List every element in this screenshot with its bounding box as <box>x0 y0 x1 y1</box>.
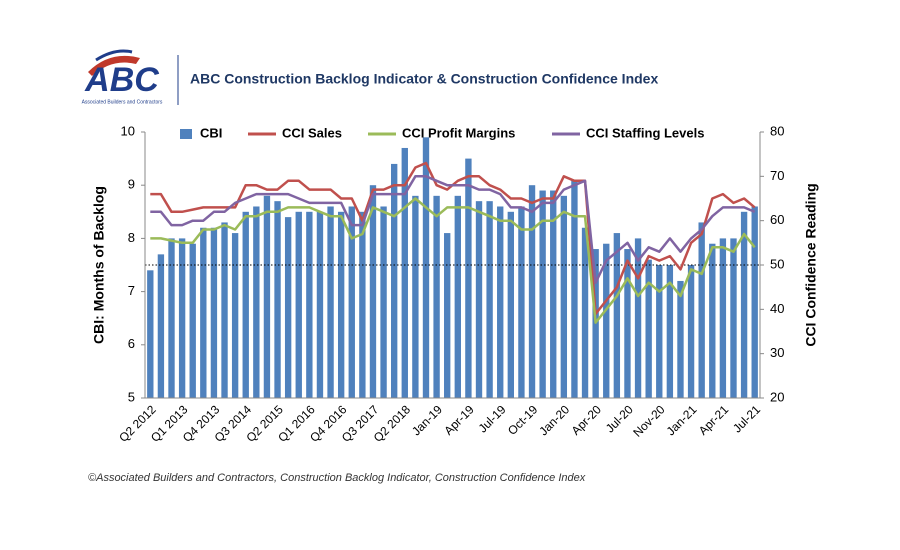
bar <box>359 211 366 398</box>
bar <box>709 243 716 398</box>
legend-label: CCI Staffing Levels <box>586 125 704 140</box>
x-tick-label: Oct-19 <box>505 402 541 438</box>
bar <box>157 254 165 398</box>
bar <box>412 195 419 398</box>
bar <box>242 211 249 398</box>
y2-tick-label: 40 <box>770 301 784 316</box>
bar <box>528 185 536 398</box>
bar <box>369 185 377 398</box>
x-tick-label: Jul-21 <box>730 402 763 435</box>
legend-label: CCI Profit Margins <box>402 125 515 140</box>
y2-tick-label: 50 <box>770 256 784 271</box>
bar <box>284 217 292 398</box>
y2-axis-label: CCI Confidence Reading <box>803 183 819 346</box>
bar <box>571 179 578 398</box>
y2-tick-label: 20 <box>770 389 784 404</box>
bar <box>560 195 568 398</box>
bar <box>518 206 525 398</box>
bar <box>231 233 239 398</box>
bar <box>687 265 695 398</box>
y-tick-label: 5 <box>128 389 135 404</box>
y-tick-label: 9 <box>128 177 135 192</box>
x-tick-label: Jan-20 <box>536 402 572 438</box>
bar <box>719 238 727 398</box>
x-tick-label: Apr-21 <box>696 402 732 438</box>
logo: ABC Associated Builders and Contractors <box>82 49 163 105</box>
legend-label: CBI <box>200 125 222 140</box>
bar <box>380 206 387 398</box>
bar <box>147 270 154 398</box>
logo-swoosh <box>88 55 140 76</box>
legend-label: CCI Sales <box>282 125 342 140</box>
bar <box>677 280 684 398</box>
y-axis-label: CBI: Months of Backlog <box>91 186 107 344</box>
bar <box>221 222 228 398</box>
bar <box>178 238 186 398</box>
bar <box>337 211 345 398</box>
bar <box>327 206 334 398</box>
bar <box>444 233 451 398</box>
bar <box>666 265 674 398</box>
bar <box>751 206 758 398</box>
bar <box>210 227 218 398</box>
x-tick-label: Jan-21 <box>664 402 700 438</box>
y2-tick-label: 60 <box>770 212 784 227</box>
bar <box>168 238 175 398</box>
logo-swoosh <box>95 49 133 62</box>
footer: ©Associated Builders and Contractors, Co… <box>88 472 586 484</box>
y-tick-label: 6 <box>128 336 135 351</box>
bar <box>401 147 408 398</box>
bar <box>475 201 483 398</box>
chart-title: ABC Construction Backlog Indicator & Con… <box>190 71 658 87</box>
bar <box>539 190 546 398</box>
bar <box>698 222 705 398</box>
x-tick-label: Jul-19 <box>476 402 509 435</box>
bar <box>550 190 557 398</box>
bar <box>189 243 196 398</box>
bar <box>486 201 493 398</box>
bar <box>645 259 652 398</box>
bar <box>507 211 514 398</box>
logo-subtext: Associated Builders and Contractors <box>82 99 163 105</box>
bar <box>730 238 737 398</box>
y2-tick-label: 80 <box>770 123 784 138</box>
y-tick-label: 10 <box>121 123 135 138</box>
y-tick-label: 8 <box>128 230 135 245</box>
legend-swatch <box>180 129 192 139</box>
bar <box>348 206 355 398</box>
logo-text: ABC <box>84 61 159 99</box>
bar <box>391 163 398 398</box>
bar <box>656 265 663 398</box>
bar <box>634 238 642 398</box>
bar <box>581 227 589 398</box>
bar <box>274 201 281 398</box>
bar <box>497 206 504 398</box>
bar <box>740 211 748 398</box>
y2-tick-label: 30 <box>770 345 784 360</box>
bar <box>306 211 313 398</box>
y-tick-label: 7 <box>128 283 135 298</box>
y2-tick-label: 70 <box>770 168 784 183</box>
x-tick-label: Apr-20 <box>569 402 605 438</box>
bar <box>422 137 430 398</box>
bar <box>454 195 461 398</box>
bar <box>253 206 260 398</box>
bar <box>433 195 440 398</box>
line <box>150 175 756 284</box>
bar <box>200 227 207 398</box>
x-tick-label: Apr-19 <box>441 402 477 438</box>
bar <box>465 158 472 398</box>
bar <box>624 249 631 398</box>
bar <box>603 243 610 398</box>
bar <box>613 233 621 398</box>
bar <box>316 211 324 398</box>
x-tick-label: Jan-19 <box>409 402 445 438</box>
bar <box>295 211 302 398</box>
bar <box>263 195 271 398</box>
x-tick-label: Nov-20 <box>630 402 667 439</box>
line <box>150 197 756 324</box>
